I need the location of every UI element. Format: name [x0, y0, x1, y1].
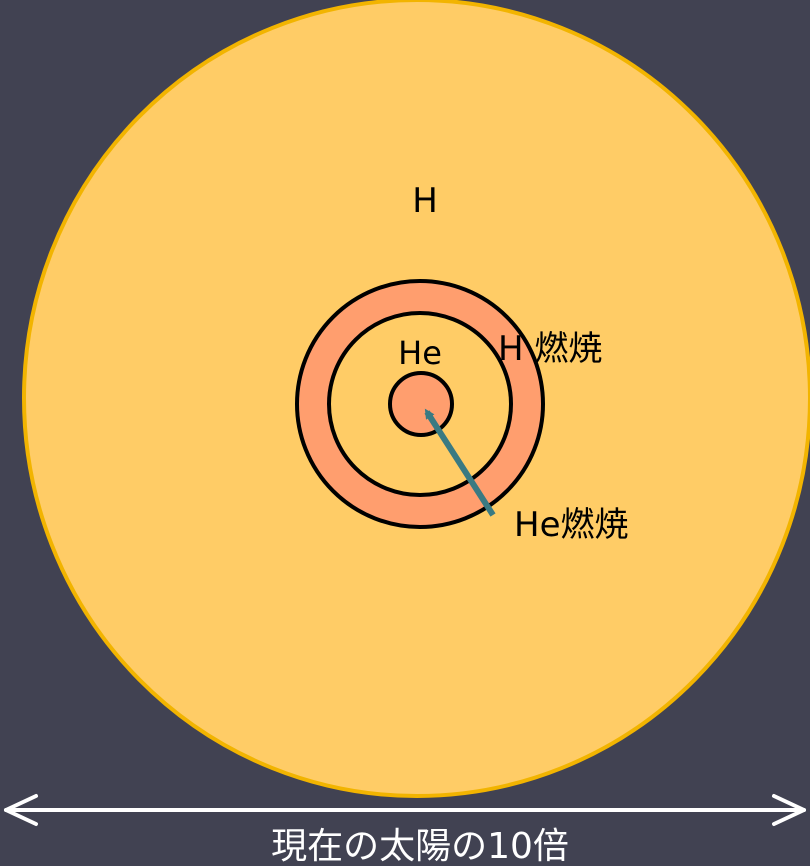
- label-hydrogen-burning-shell: H 燃焼: [498, 329, 602, 369]
- label-helium-burning-core: He燃焼: [514, 505, 628, 545]
- label-hydrogen-envelope: H: [412, 181, 438, 221]
- scale-note: 現在の太陽の10倍: [271, 826, 569, 866]
- core-pointer-arrow: [424, 408, 496, 517]
- helium-burning-core: [388, 371, 454, 437]
- scale-double-arrow: [4, 794, 806, 826]
- label-helium-layer: He: [398, 334, 442, 372]
